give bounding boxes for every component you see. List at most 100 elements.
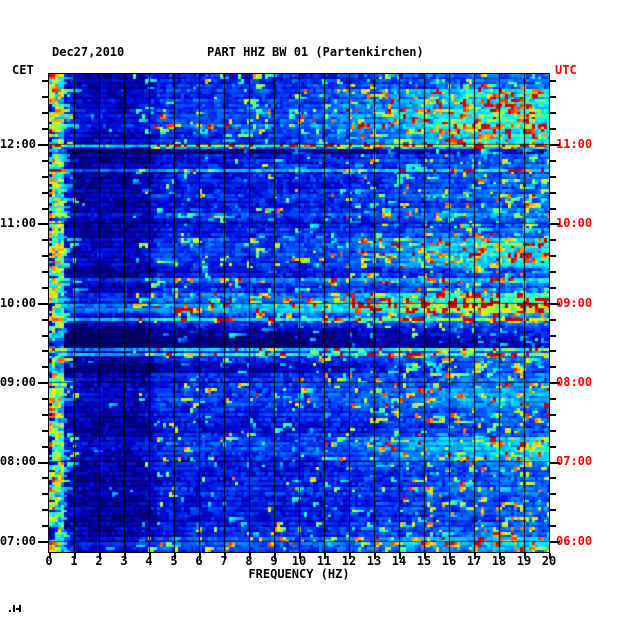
freq-tick-label: 7 xyxy=(220,554,228,568)
freq-tick-label: 3 xyxy=(120,554,128,568)
tick-mark xyxy=(550,366,556,368)
freq-tick-label: 4 xyxy=(145,554,153,568)
tick-mark xyxy=(42,446,48,448)
left-hour-label: 10:00 xyxy=(0,296,36,310)
right-hour-label: 07:00 xyxy=(556,454,593,468)
tick-mark xyxy=(42,271,48,273)
tick-mark xyxy=(149,553,151,559)
tick-mark xyxy=(274,553,276,559)
tick-mark xyxy=(550,176,556,178)
tick-mark xyxy=(42,366,48,368)
tick-mark xyxy=(42,430,48,432)
tick-mark xyxy=(42,335,48,337)
freq-tick-label: 17 xyxy=(466,554,482,568)
tick-mark xyxy=(424,553,426,559)
freq-tick-label: 12 xyxy=(341,554,357,568)
tick-mark xyxy=(42,255,48,257)
tick-mark xyxy=(42,80,48,82)
tick-mark xyxy=(550,430,556,432)
tick-mark xyxy=(38,144,48,146)
tick-mark xyxy=(42,398,48,400)
right-timezone-label: UTC xyxy=(555,63,577,77)
tick-mark xyxy=(42,477,48,479)
left-hour-label: 09:00 xyxy=(0,375,36,389)
left-hour-label: 12:00 xyxy=(0,137,36,151)
tick-mark xyxy=(42,350,48,352)
x-axis-title: FREQUENCY (HZ) xyxy=(248,567,350,581)
tick-mark xyxy=(550,350,556,352)
tick-mark xyxy=(550,112,556,114)
tick-mark xyxy=(550,493,556,495)
tick-mark xyxy=(499,553,501,559)
corner-artifact-icon xyxy=(9,605,21,612)
date-label: Dec27,2010 xyxy=(52,45,125,59)
freq-tick-label: 6 xyxy=(195,554,203,568)
tick-mark xyxy=(42,493,48,495)
tick-mark xyxy=(550,525,556,527)
tick-mark xyxy=(38,462,48,464)
right-hour-label: 10:00 xyxy=(556,216,593,230)
freq-tick-label: 18 xyxy=(491,554,507,568)
freq-tick-label: 9 xyxy=(270,554,278,568)
tick-mark xyxy=(249,553,251,559)
page-title: PART HHZ BW 01 (Partenkirchen) xyxy=(207,45,424,59)
tick-mark xyxy=(550,541,560,543)
tick-mark xyxy=(550,398,556,400)
tick-mark xyxy=(42,287,48,289)
tick-mark xyxy=(199,553,201,559)
left-hour-label: 07:00 xyxy=(0,534,36,548)
tick-mark xyxy=(38,382,48,384)
tick-mark xyxy=(74,553,76,559)
left-timezone-label: CET xyxy=(12,63,34,77)
tick-mark xyxy=(550,287,556,289)
tick-mark xyxy=(550,160,556,162)
tick-mark xyxy=(550,509,556,511)
spectrogram-canvas xyxy=(49,74,549,552)
tick-mark xyxy=(550,446,556,448)
tick-mark xyxy=(524,553,526,559)
tick-mark xyxy=(550,271,556,273)
tick-mark xyxy=(374,553,376,559)
tick-mark xyxy=(550,477,556,479)
tick-mark xyxy=(42,509,48,511)
tick-mark xyxy=(38,303,48,305)
tick-mark xyxy=(349,553,351,559)
tick-mark xyxy=(42,112,48,114)
tick-mark xyxy=(550,192,556,194)
freq-tick-label: 13 xyxy=(366,554,382,568)
freq-tick-label: 10 xyxy=(291,554,307,568)
freq-tick-label: 1 xyxy=(70,554,78,568)
right-hour-label: 08:00 xyxy=(556,375,593,389)
freq-tick-label: 20 xyxy=(541,554,557,568)
tick-mark xyxy=(550,223,560,225)
tick-mark xyxy=(550,96,556,98)
freq-tick-label: 5 xyxy=(170,554,178,568)
freq-tick-label: 0 xyxy=(45,554,53,568)
tick-mark xyxy=(42,96,48,98)
tick-mark xyxy=(549,553,551,559)
tick-mark xyxy=(550,319,556,321)
freq-tick-label: 11 xyxy=(316,554,332,568)
tick-mark xyxy=(42,239,48,241)
tick-mark xyxy=(42,128,48,130)
freq-tick-label: 15 xyxy=(416,554,432,568)
freq-tick-label: 14 xyxy=(391,554,407,568)
spectrogram-plot-area xyxy=(48,73,550,553)
tick-mark xyxy=(449,553,451,559)
tick-mark xyxy=(42,525,48,527)
tick-mark xyxy=(550,208,556,210)
tick-mark xyxy=(124,553,126,559)
tick-mark xyxy=(224,553,226,559)
tick-mark xyxy=(299,553,301,559)
tick-mark xyxy=(174,553,176,559)
tick-mark xyxy=(550,462,560,464)
tick-mark xyxy=(399,553,401,559)
left-hour-label: 08:00 xyxy=(0,454,36,468)
freq-tick-label: 16 xyxy=(441,554,457,568)
right-hour-label: 09:00 xyxy=(556,296,593,310)
freq-tick-label: 19 xyxy=(516,554,532,568)
tick-mark xyxy=(38,541,48,543)
freq-tick-label: 2 xyxy=(95,554,103,568)
tick-mark xyxy=(550,303,560,305)
tick-mark xyxy=(550,128,556,130)
